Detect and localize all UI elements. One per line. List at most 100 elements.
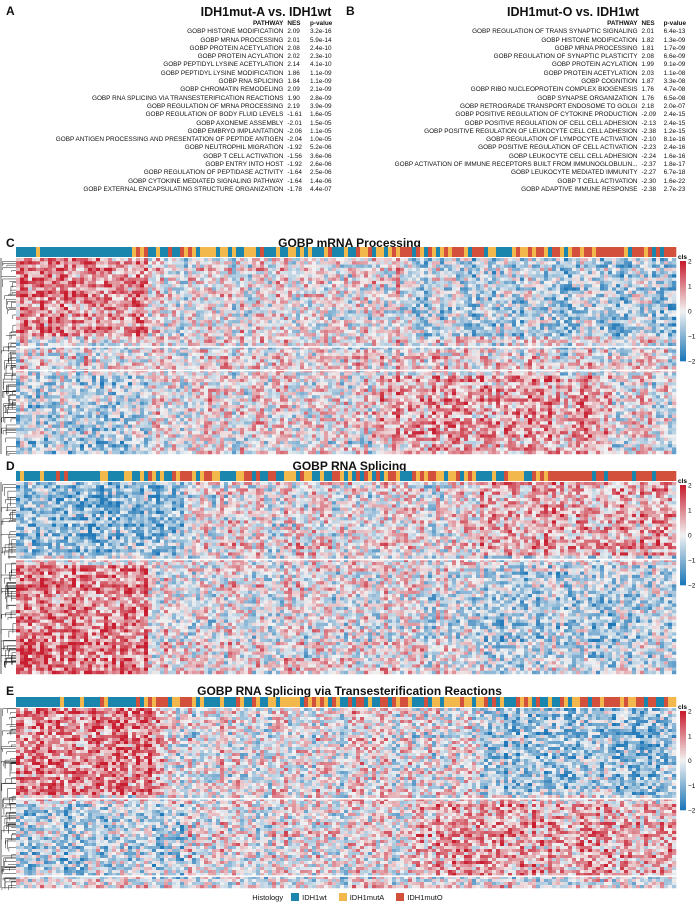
cell-pvalue: 2.4e-16 [662, 144, 693, 152]
annotation-cell [52, 247, 57, 257]
annotation-cell [604, 247, 609, 257]
cell-pathway: GOBP ADAPTIVE IMMUNE RESPONSE [346, 186, 640, 194]
annotation-cell [204, 247, 209, 257]
col-header-pathway: PATHWAY [346, 20, 640, 28]
legend-title: Histology [252, 893, 283, 902]
annotation-cell [440, 697, 445, 707]
annotation-cell [380, 471, 385, 481]
annotation-cell [164, 247, 169, 257]
annotation-cell [184, 697, 189, 707]
annotation-cell [136, 697, 141, 707]
annotation-cell [180, 697, 185, 707]
annotation-cell [204, 471, 209, 481]
annotation-cell [72, 471, 77, 481]
annotation-cell [388, 247, 393, 257]
cell-pathway: GOBP T CELL ACTIVATION [346, 178, 640, 186]
annotation-cell [400, 247, 405, 257]
annotation-cell [604, 471, 609, 481]
annotation-cell [68, 697, 73, 707]
annotation-cell [348, 471, 353, 481]
annotation-cell [624, 697, 629, 707]
panel-b-title: IDH1mut-O vs. IDH1wt [478, 5, 668, 19]
annotation-cell [64, 471, 69, 481]
table-row: GOBP T CELL ACTIVATION -2.30 1.6e-22 [346, 178, 693, 186]
table-row: GOBP NEUTROPHIL MIGRATION -1.92 5.2e-06 [4, 144, 340, 152]
annotation-cell [68, 471, 73, 481]
annotation-cell [656, 247, 661, 257]
colorbar-tick-label: −1 [688, 783, 696, 790]
annotation-cell [308, 247, 313, 257]
annotation-cell [600, 697, 605, 707]
table-row: GOBP COGNITION 1.87 3.3e-08 [346, 78, 693, 86]
cell-nes: 2.01 [640, 28, 662, 36]
annotation-cell [172, 471, 177, 481]
table-row: GOBP PROTEIN ACYLATION 1.99 9.1e-09 [346, 61, 693, 69]
table-row: GOBP PROTEIN ACETYLATION 2.03 1.1e-08 [346, 70, 693, 78]
cell-pathway: GOBP SYNAPSE ORGANIZATION [346, 95, 640, 103]
annotation-cell [500, 247, 505, 257]
annotation-cell [364, 247, 369, 257]
colorbar-tick-label: −2 [688, 808, 696, 815]
annotation-cell [540, 697, 545, 707]
annotation-cell [648, 697, 653, 707]
annotation-cell [208, 471, 213, 481]
annotation-cell [596, 247, 601, 257]
cell-nes: -2.24 [640, 153, 662, 161]
cell-pathway: GOBP COGNITION [346, 78, 640, 86]
annotation-cell [272, 471, 277, 481]
annotation-cell [180, 471, 185, 481]
annotation-cell [212, 247, 217, 257]
annotation-cell [396, 471, 401, 481]
annotation-cell [496, 697, 501, 707]
annotation-cell [104, 471, 109, 481]
annotation-cell [508, 471, 513, 481]
annotation-cell [220, 247, 225, 257]
annotation-cell [560, 471, 565, 481]
panel-letter-e: E [6, 684, 14, 698]
annotation-cell [52, 471, 57, 481]
table-row: GOBP LEUKOCYTE CELL CELL ADHESION -2.24 1.… [346, 153, 693, 161]
cell-pvalue: 2.5e-06 [308, 169, 340, 177]
annotation-cell [392, 247, 397, 257]
cell-pvalue: 1.6e-05 [308, 111, 340, 119]
annotation-cell [452, 247, 457, 257]
annotation-cell [432, 697, 437, 707]
annotation-cell [240, 697, 245, 707]
annotation-cell [20, 471, 25, 481]
annotation-cell [296, 471, 301, 481]
cell-pathway: GOBP REGULATION OF BODY FLUID LEVELS [4, 111, 285, 119]
table-row: GOBP MRNA PROCESSING 2.01 5.9e-14 [4, 37, 340, 45]
annotation-cell [48, 697, 53, 707]
table-row: GOBP RNA SPLICING 1.84 1.1e-09 [4, 78, 340, 86]
annotation-cell [24, 247, 29, 257]
annotation-cell [412, 247, 417, 257]
cell-pvalue: 1.6e-16 [662, 153, 693, 161]
annotation-cell [200, 697, 205, 707]
annotation-cell [252, 471, 257, 481]
annotation-cell [496, 471, 501, 481]
annotation-cell [528, 697, 533, 707]
annotation-cell [76, 471, 81, 481]
colorbar-tick-label: 2 [688, 709, 692, 716]
annotation-cell [668, 697, 673, 707]
annotation-cell [332, 247, 337, 257]
cell-pathway: GOBP REGULATION OF TRANS SYNAPTIC SIGNAL… [346, 28, 640, 36]
heatmap-d-title: GOBP RNA Splicing [0, 459, 699, 473]
annotation-cell [16, 471, 21, 481]
annotation-cell [556, 697, 561, 707]
annotation-cell [444, 471, 449, 481]
annotation-cell [660, 247, 665, 257]
annotation-cell [284, 247, 289, 257]
annotation-cell [240, 471, 245, 481]
annotation-cell [120, 697, 125, 707]
annotation-cell [628, 697, 633, 707]
annotation-cell [196, 247, 201, 257]
annotation-cell [600, 247, 605, 257]
annotation-cell [512, 247, 517, 257]
cell-pvalue: 6.4e-13 [662, 28, 693, 36]
cell-nes: 2.09 [285, 28, 308, 36]
annotation-cell [280, 697, 285, 707]
panel-letter-c: C [6, 236, 15, 250]
annotation-cell [384, 471, 389, 481]
